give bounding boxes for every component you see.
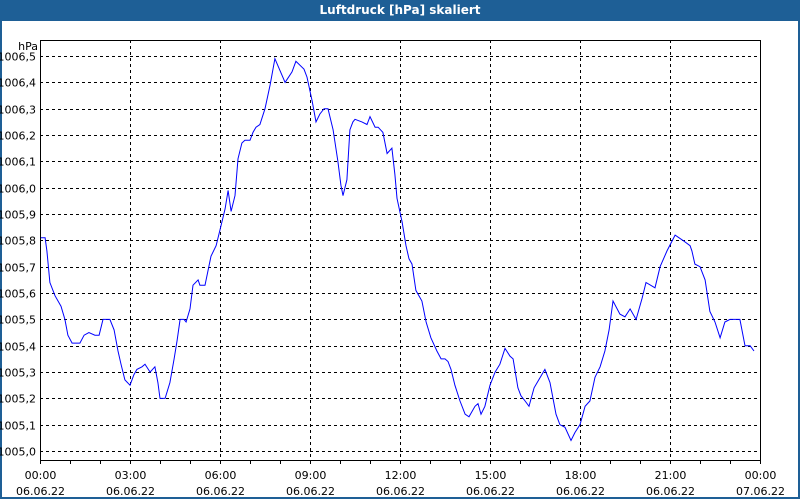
- x-tick-time-label: 03:00: [115, 469, 147, 482]
- y-tick-label: 1006,2: [0, 130, 36, 143]
- y-axis-labels: 1005,0 1005,1 1005,2 1005,3 1005,4 1005,5 1005…: [0, 51, 36, 459]
- x-tick-date-label: 06.06.22: [556, 485, 605, 498]
- y-tick-label: 1005,4: [0, 341, 36, 354]
- x-tick-date-label: 06.06.22: [196, 485, 245, 498]
- y-tick-label: 1005,2: [0, 393, 36, 406]
- x-tick-time-label: 18:00: [565, 469, 597, 482]
- x-tick-time-label: 21:00: [655, 469, 687, 482]
- x-tick-time-label: 00:00: [745, 469, 777, 482]
- x-tick-date-label: 06.06.22: [106, 485, 155, 498]
- y-tick-label: 1005,6: [0, 288, 36, 301]
- x-tick-time-label: 00:00: [25, 469, 57, 482]
- title-bar: Luftdruck [hPa] skaliert: [0, 0, 800, 21]
- y-tick-label: 1005,0: [0, 446, 36, 459]
- series-line-luftdruck: [40, 56, 755, 442]
- x-tick-time-label: 15:00: [475, 469, 507, 482]
- x-tick-time-label: 12:00: [385, 469, 417, 482]
- x-tick-date-label: 06.06.22: [646, 485, 695, 498]
- x-axis-labels: 00:00 06.06.22 03:00 06.06.22 06:00 06.06.22 0…: [16, 469, 785, 498]
- y-tick-label: 1005,8: [0, 235, 36, 248]
- grid: [40, 40, 760, 460]
- y-tick-label: 1006,0: [0, 183, 36, 196]
- y-tick-label: 1006,5: [0, 51, 36, 64]
- x-tick-date-label: 07.06.22: [736, 485, 785, 498]
- y-tick-label: 1005,7: [0, 262, 36, 275]
- y-tick-label: 1006,3: [0, 104, 36, 117]
- x-tick-date-label: 06.06.22: [466, 485, 515, 498]
- x-tick-time-label: 09:00: [295, 469, 327, 482]
- y-tick-label: 1006,4: [0, 77, 36, 90]
- plot-frame: [40, 40, 761, 461]
- y-tick-label: 1005,3: [0, 367, 36, 380]
- y-axis-unit: hPa: [18, 40, 38, 53]
- x-tick-date-label: 06.06.22: [376, 485, 425, 498]
- x-tick-date-label: 06.06.22: [286, 485, 335, 498]
- y-tick-label: 1005,5: [0, 314, 36, 327]
- y-tick-label: 1005,1: [0, 420, 36, 433]
- x-tick-date-label: 06.06.22: [16, 485, 65, 498]
- y-tick-label: 1006,1: [0, 156, 36, 169]
- y-tick-label: 1005,9: [0, 209, 36, 222]
- x-tick-time-label: 06:00: [205, 469, 237, 482]
